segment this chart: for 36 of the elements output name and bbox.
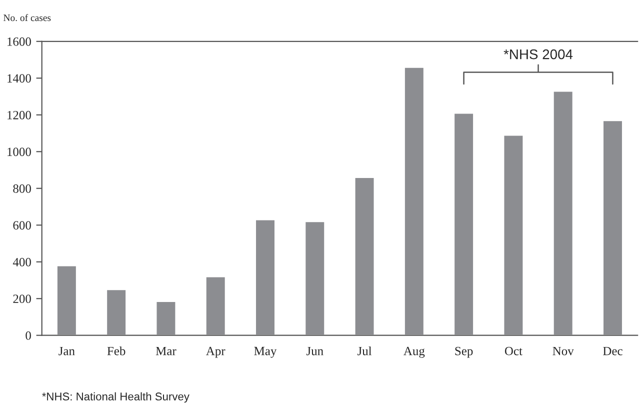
bar	[155, 300, 177, 336]
y-tick-label: 1600	[8, 37, 31, 46]
y-tick-label: 800	[13, 184, 31, 193]
bar	[354, 176, 376, 336]
y-tick-label: 600	[13, 221, 31, 230]
y-tick-label: 1200	[8, 110, 31, 120]
bar	[552, 90, 574, 336]
bar	[502, 134, 524, 336]
y-tick-label: 1000	[8, 148, 31, 156]
text: *NHS: National Health Survey	[42, 392, 190, 403]
bar	[404, 66, 425, 336]
y-axis-title: No. of cases	[4, 14, 51, 22]
y-tick-label: 200	[13, 294, 31, 304]
x-tick-label: Nov	[552, 346, 574, 356]
y-tick-label: 0	[26, 331, 31, 340]
x-tick-label: Sep	[455, 346, 473, 358]
x-tick-label: Oct	[504, 346, 522, 356]
x-tick-label: Apr	[206, 346, 226, 358]
bar	[254, 218, 276, 336]
y-tick-label: 1400	[8, 74, 31, 83]
y-tick-label: 400	[12, 258, 31, 266]
bar	[106, 288, 127, 336]
x-tick-label: Feb	[107, 346, 126, 356]
x-tick-label: Aug	[404, 346, 425, 358]
bar	[304, 220, 326, 336]
bar	[204, 276, 226, 336]
bar	[602, 120, 624, 336]
bar	[453, 112, 474, 336]
bar	[56, 264, 78, 336]
x-tick-label: May	[254, 346, 277, 358]
x-tick-label: Jul	[358, 346, 372, 356]
x-tick-label: Jun	[306, 346, 324, 356]
x-tick-label: Mar	[156, 346, 176, 356]
x-tick-label: Jan	[58, 346, 75, 356]
annotation: *NHS 2004	[504, 49, 573, 60]
x-tick-label: Dec	[603, 346, 622, 356]
